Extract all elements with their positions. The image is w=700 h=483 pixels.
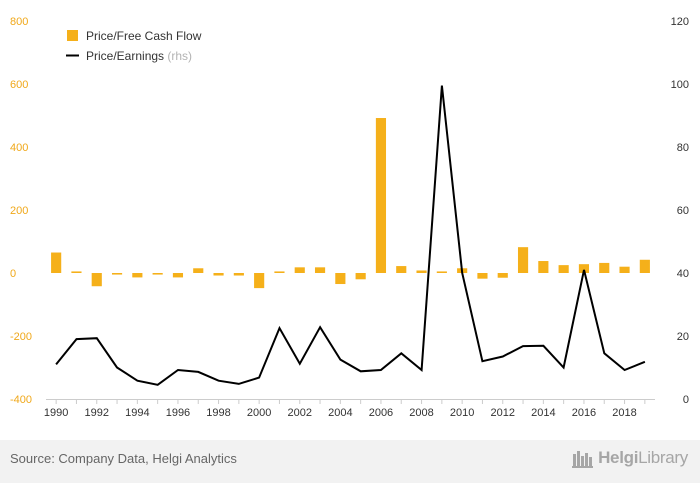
y-left-tick-label: 400	[10, 142, 28, 154]
bar-price-fcf	[274, 271, 285, 273]
x-tick-label: 2016	[572, 407, 596, 419]
bar-price-fcf	[111, 273, 123, 275]
bar-price-fcf	[517, 247, 529, 273]
logo-light: Library	[638, 448, 688, 467]
bar-price-fcf	[497, 273, 508, 278]
bar-price-fcf	[193, 268, 204, 273]
bar-price-fcf	[172, 273, 184, 278]
bar-price-fcf	[639, 259, 650, 273]
bar-price-fcf	[416, 270, 427, 273]
bar-price-fcf	[91, 273, 102, 287]
legend-label-price-earnings: Price/Earnings (rhs)	[86, 49, 192, 63]
footer: Source: Company Data, Helgi Analytics He…	[0, 440, 700, 483]
bar-price-fcf	[254, 273, 265, 289]
bar-price-fcf	[436, 271, 447, 273]
bar-price-fcf	[619, 266, 630, 273]
x-tick-label: 1990	[44, 407, 68, 419]
bar-price-fcf	[132, 273, 143, 278]
bar-price-fcf	[599, 262, 610, 273]
y-right-tick-label: 20	[677, 331, 689, 343]
x-tick-label: 1998	[206, 407, 230, 419]
bar-price-fcf	[152, 273, 163, 275]
x-tick-label: 1992	[85, 407, 109, 419]
x-tick-label: 2010	[450, 407, 474, 419]
bar-price-fcf	[396, 266, 407, 273]
x-tick-label: 2012	[491, 407, 515, 419]
y-left-tick-label: 0	[10, 268, 16, 280]
y-right-tick-label: 80	[677, 142, 689, 154]
bar-price-fcf	[294, 267, 305, 273]
y-right-tick-label: 40	[677, 268, 689, 280]
logo-bold: Helgi	[598, 448, 639, 467]
x-tick-label: 2002	[288, 407, 312, 419]
line-price-earnings	[55, 85, 646, 386]
legend-swatch-price-fcf	[67, 30, 78, 41]
bar-price-fcf	[355, 273, 366, 280]
y-left-tick-label: -400	[10, 394, 32, 406]
bar-price-fcf	[51, 252, 62, 273]
x-tick-label: 2018	[612, 407, 636, 419]
logo-text: HelgiLibrary	[598, 448, 688, 468]
y-right-tick-label: 0	[683, 394, 689, 406]
bar-price-fcf	[335, 273, 346, 285]
bar-price-fcf	[71, 271, 82, 273]
y-right-tick-label: 100	[671, 79, 689, 91]
bar-price-fcf	[558, 265, 569, 273]
y-left-tick-label: -200	[10, 331, 32, 343]
y-right-tick-label: 60	[677, 205, 689, 217]
y-left-tick-label: 200	[10, 205, 28, 217]
bar-price-fcf	[314, 267, 326, 273]
x-tick-label: 2000	[247, 407, 271, 419]
bar-price-fcf	[538, 261, 549, 273]
x-tick-label: 1996	[166, 407, 190, 419]
x-tick-label: 2008	[409, 407, 433, 419]
y-left-tick-label: 800	[10, 16, 28, 28]
chart: -400 -200 0 200 400 600 800 0 20 40 60 80 100 120 1990…	[10, 16, 689, 419]
legend-label-price-fcf: Price/Free Cash Flow	[86, 29, 202, 43]
bar-price-fcf	[233, 273, 244, 276]
bar-price-fcf	[477, 273, 488, 279]
bar-price-fcf	[578, 264, 590, 273]
bar-price-fcf	[213, 273, 224, 276]
x-tick-label: 2014	[531, 407, 555, 419]
y-left-tick-label: 600	[10, 79, 28, 91]
y-right-tick-label: 120	[671, 16, 689, 28]
source-text: Source: Company Data, Helgi Analytics	[10, 451, 237, 466]
library-icon	[572, 451, 594, 468]
x-tick-label: 2006	[369, 407, 393, 419]
helgi-library-logo[interactable]: HelgiLibrary	[572, 448, 688, 468]
bar-price-fcf	[375, 118, 387, 274]
x-tick-label: 2004	[328, 407, 352, 419]
legend-rhs-suffix: (rhs)	[167, 49, 192, 63]
x-tick-label: 1994	[125, 407, 149, 419]
